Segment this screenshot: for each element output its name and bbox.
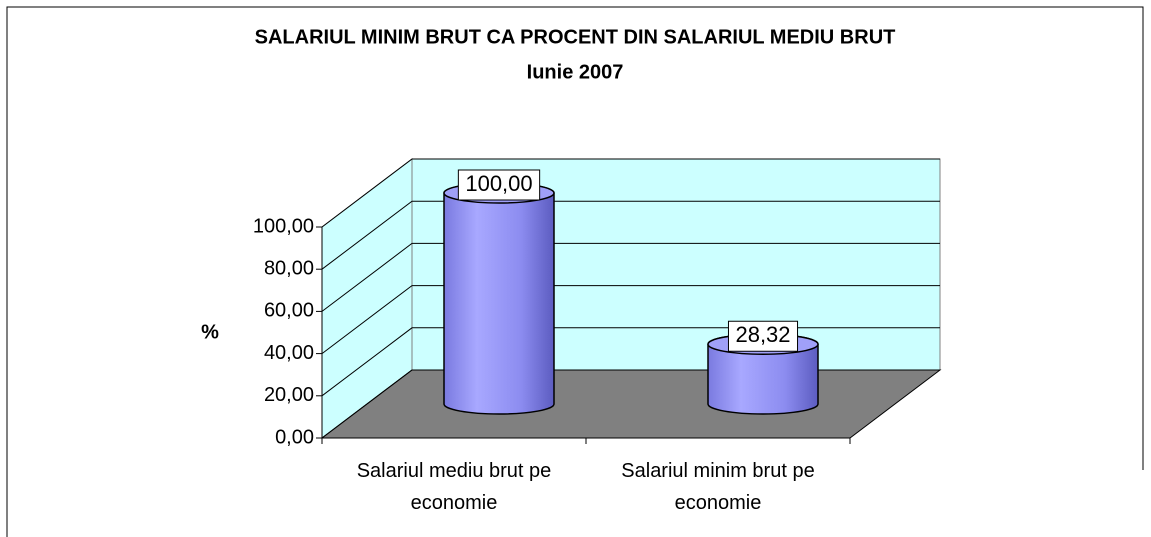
y-axis-label: %: [201, 321, 219, 343]
floor: [320, 369, 942, 439]
y-tick-label: 20,00: [264, 384, 314, 406]
grid-line: [321, 200, 940, 270]
y-tick-label: 60,00: [264, 300, 314, 322]
value-label-box: [727, 320, 799, 352]
frame: [6, 6, 1144, 537]
grid-line: [321, 285, 940, 354]
x-tick-label: Salariul minim brut pe economie: [621, 460, 815, 514]
grid-line: [321, 158, 940, 228]
chart-title: SALARIUL MINIM BRUT CA PROCENT DIN SALAR…: [255, 26, 896, 48]
bar: [443, 182, 555, 415]
value-label: 28,32: [735, 322, 790, 347]
chart-subtitle: Iunie 2007: [527, 61, 624, 83]
y-tick-label: 100,00: [253, 215, 314, 237]
y-tick-label: 40,00: [264, 342, 314, 364]
y-tick-label: 0,00: [275, 426, 314, 448]
y-tick-label: 80,00: [264, 257, 314, 279]
x-tick-label: Salariul mediu brut pe economie: [356, 460, 552, 514]
value-label-box: [457, 169, 541, 201]
value-label: 100,00: [465, 171, 532, 196]
grid-line: [321, 242, 940, 312]
